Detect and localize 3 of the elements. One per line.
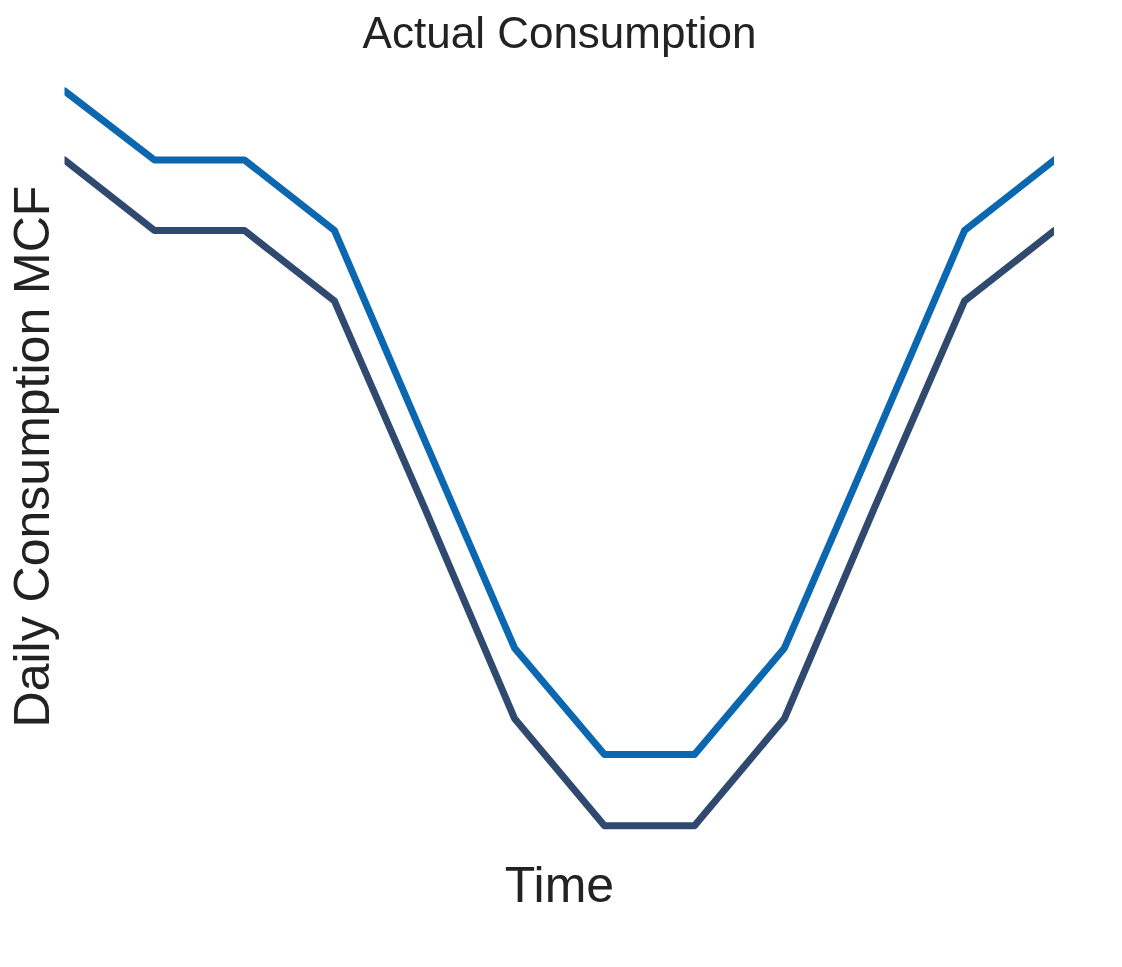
chart-title: Actual Consumption [362,7,757,57]
y-axis-title: Daily Consumption MCF [3,185,60,728]
x-axis-title: Time [504,856,615,913]
